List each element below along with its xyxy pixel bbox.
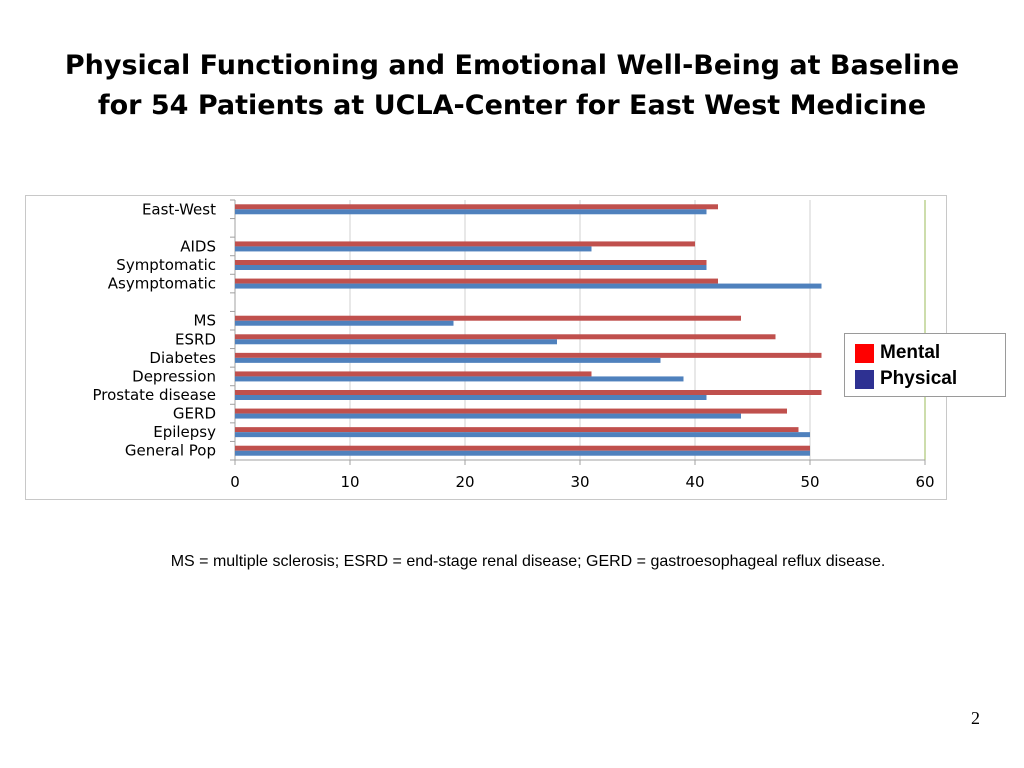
- category-label-7: ESRD: [175, 330, 216, 348]
- category-label-2: AIDS: [180, 237, 216, 255]
- footnote: MS = multiple sclerosis; ESRD = end-stag…: [170, 553, 886, 570]
- bar-mental-6: [235, 315, 741, 321]
- chart-legend: Mental Physical: [844, 333, 1006, 397]
- bar-mental-9: [235, 371, 592, 377]
- bar-physical-11: [235, 413, 741, 419]
- category-label-9: Depression: [132, 367, 216, 385]
- slide-title: Physical Functioning and Emotional Well-…: [0, 46, 1024, 126]
- category-label-13: General Pop: [125, 442, 216, 460]
- page-number: 2: [971, 708, 980, 728]
- bar-mental-7: [235, 334, 776, 340]
- bar-mental-11: [235, 408, 787, 414]
- bar-physical-13: [235, 450, 810, 456]
- legend-item-mental: Mental: [855, 342, 940, 364]
- legend-swatch-mental: [855, 343, 874, 363]
- slide-title-line-1: Physical Functioning and Emotional Well-…: [64, 50, 960, 81]
- x-tick-label-4: 40: [685, 473, 704, 491]
- legend-swatch-physical: [855, 369, 874, 389]
- x-tick-label-6: 60: [915, 473, 934, 491]
- category-label-11: GERD: [173, 405, 216, 423]
- bar-physical-3: [235, 265, 707, 270]
- bar-mental-8: [235, 352, 822, 358]
- bar-mental-13: [235, 445, 810, 451]
- bar-physical-0: [235, 209, 707, 215]
- x-tick-label-2: 20: [455, 473, 474, 491]
- chart-frame: 0 10 20 30 40 50 60 East-West AIDS Symptomatic Asy…: [25, 195, 947, 500]
- x-tick-label-0: 0: [230, 473, 240, 491]
- bar-physical-10: [235, 395, 707, 400]
- bar-mental-12: [235, 427, 799, 433]
- x-tick-label-3: 30: [570, 473, 589, 491]
- category-label-4: Asymptomatic: [108, 275, 216, 293]
- legend-label-mental: Mental: [880, 342, 941, 363]
- bar-mental-10: [235, 390, 822, 395]
- bar-physical-6: [235, 320, 454, 326]
- bar-chart: 0 10 20 30 40 50 60 East-West AIDSSymptomaticAsy…: [92, 199, 935, 491]
- bar-physical-8: [235, 357, 661, 363]
- legend-item-physical: Physical: [855, 368, 957, 390]
- bar-mental-2: [235, 241, 695, 247]
- category-label-10: Prostate disease: [92, 386, 216, 404]
- bar-physical-2: [235, 246, 592, 252]
- category-label-3: Symptomatic: [116, 256, 216, 274]
- bar-mental-0: [235, 204, 718, 210]
- bar-mental-4: [235, 278, 718, 284]
- bar-physical-7: [235, 339, 557, 345]
- bar-mental-3: [235, 260, 707, 265]
- category-label-12: Epilepsy: [153, 423, 216, 441]
- category-label-6: MS: [194, 312, 216, 330]
- category-label-0: East-West: [142, 200, 216, 218]
- bar-physical-9: [235, 376, 684, 382]
- bar-physical-12: [235, 432, 810, 438]
- bar-physical-4: [235, 283, 822, 289]
- x-tick-label-1: 10: [340, 473, 359, 491]
- category-label-8: Diabetes: [149, 349, 216, 367]
- x-tick-label-5: 50: [800, 473, 819, 491]
- legend-label-physical: Physical: [880, 368, 958, 389]
- slide-title-line-2: for 54 Patients at UCLA-Center for East …: [97, 90, 927, 121]
